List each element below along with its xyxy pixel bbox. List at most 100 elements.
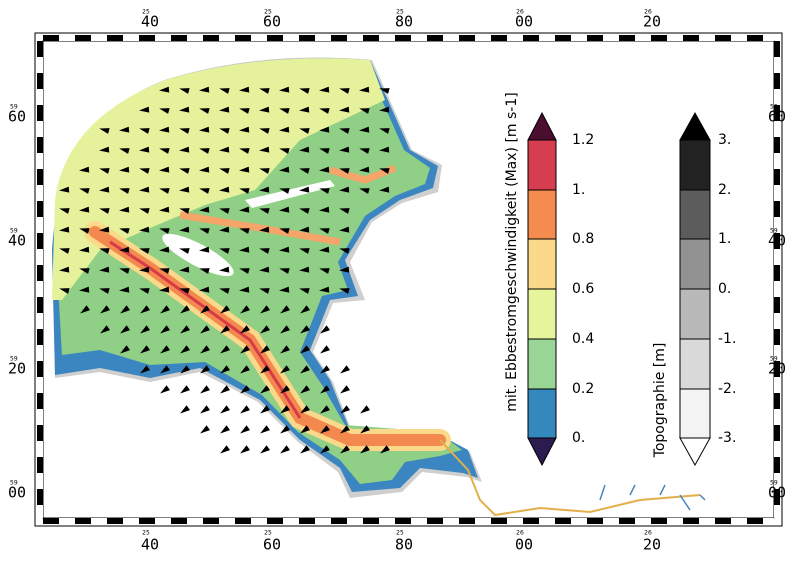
- left-label-minor: 59: [10, 356, 18, 363]
- checker: [37, 201, 43, 217]
- arrow: [300, 405, 310, 414]
- arrow: [79, 268, 90, 274]
- left-label: 20: [8, 360, 26, 378]
- checker: [411, 518, 427, 524]
- arrow: [379, 128, 390, 134]
- arrow: [99, 226, 110, 233]
- checker: [267, 35, 283, 41]
- checker: [774, 73, 780, 89]
- left-label: 40: [8, 232, 26, 250]
- checker: [37, 185, 43, 201]
- checker: [715, 518, 731, 524]
- arrow: [99, 288, 110, 294]
- arrow: [319, 126, 330, 133]
- arrow: [179, 106, 190, 113]
- arrow: [280, 385, 290, 394]
- arrow: [199, 188, 210, 194]
- checker: [443, 35, 459, 41]
- top-label-minor: 25: [396, 9, 404, 16]
- checker: [774, 57, 780, 73]
- checker: [347, 35, 363, 41]
- arrow: [119, 286, 130, 293]
- arrow: [279, 206, 290, 213]
- checker: [347, 518, 363, 524]
- arrow: [159, 188, 170, 194]
- right-label-minor: 59: [770, 104, 778, 111]
- arrow: [320, 365, 330, 374]
- arrow: [160, 345, 170, 354]
- arrow: [320, 385, 330, 394]
- arrow: [199, 206, 210, 213]
- arrow: [200, 325, 210, 334]
- arrow: [79, 228, 90, 234]
- checker: [123, 518, 139, 524]
- arrow: [200, 345, 210, 354]
- arrow: [139, 248, 150, 254]
- top-label: 80: [395, 13, 413, 31]
- bottom-label-minor: 26: [644, 530, 652, 537]
- arrow: [159, 166, 170, 173]
- colorbar-under: [527, 437, 557, 467]
- arrow: [239, 206, 250, 213]
- arrow: [139, 266, 150, 273]
- checker: [107, 518, 123, 524]
- arrow: [139, 128, 150, 134]
- checker: [203, 35, 219, 41]
- checker: [171, 518, 187, 524]
- checker: [774, 89, 780, 105]
- arrow: [339, 186, 350, 193]
- arrow: [360, 425, 370, 434]
- bottom-label: 40: [141, 536, 159, 554]
- arrow: [339, 128, 350, 134]
- right-label-minor: 59: [770, 356, 778, 363]
- left-label-minor: 59: [10, 228, 18, 235]
- checker: [37, 505, 43, 518]
- arrow: [199, 166, 210, 173]
- river: [439, 439, 701, 517]
- arrow: [319, 108, 330, 114]
- checker: [443, 518, 459, 524]
- colorbar-label: 3.: [718, 132, 731, 148]
- top-label: 00: [515, 13, 533, 31]
- checker: [139, 35, 155, 41]
- checker: [37, 393, 43, 409]
- arrow: [59, 226, 70, 233]
- top-label-minor: 26: [644, 9, 652, 16]
- colorbar-label: 0.: [718, 281, 731, 297]
- checker: [267, 518, 283, 524]
- colorbar-bin: [679, 189, 711, 240]
- arrow: [139, 208, 150, 214]
- arrow: [160, 385, 170, 394]
- arrow: [159, 86, 170, 93]
- checker: [774, 41, 780, 57]
- checker: [37, 329, 43, 345]
- arrow: [260, 325, 270, 334]
- checker: [331, 518, 347, 524]
- arrow: [280, 305, 290, 314]
- arrow: [299, 128, 310, 134]
- checker: [683, 35, 699, 41]
- arrow: [339, 208, 350, 214]
- arrow: [240, 405, 250, 414]
- arrow: [79, 286, 90, 293]
- colorbar-bin: [527, 238, 557, 290]
- colorbar-label: 1.: [718, 231, 731, 247]
- bottom-label: 60: [263, 536, 281, 554]
- checker: [299, 35, 315, 41]
- checker: [37, 233, 43, 249]
- checker: [379, 35, 395, 41]
- arrow: [119, 206, 130, 213]
- arrow: [319, 166, 330, 173]
- arrow: [259, 106, 270, 113]
- arrow: [260, 385, 270, 394]
- arrow: [279, 148, 290, 154]
- arrow: [279, 228, 290, 234]
- right-label: 60: [768, 108, 786, 126]
- colorbar-label: 0.2: [572, 381, 594, 397]
- arrow: [100, 325, 110, 334]
- arrow: [140, 365, 150, 374]
- arrow: [159, 148, 170, 154]
- arrow: [339, 248, 350, 254]
- arrow: [99, 186, 110, 193]
- arrow: [220, 325, 230, 334]
